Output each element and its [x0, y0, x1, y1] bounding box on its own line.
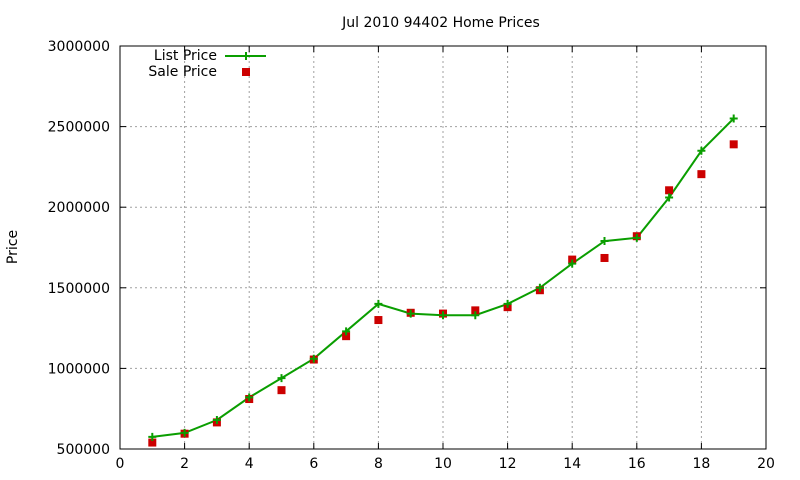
sale-price-point	[665, 186, 674, 195]
list-price-point	[148, 432, 157, 441]
chart-title: Jul 2010 94402 Home Prices	[341, 15, 540, 31]
sale-price-point	[697, 170, 706, 179]
list-price-point	[212, 415, 221, 424]
list-price-point	[503, 299, 512, 308]
x-tick-label: 20	[757, 456, 775, 472]
sale-price-point	[600, 253, 609, 262]
x-tick-label: 0	[116, 456, 125, 472]
sale-price-point	[729, 140, 738, 149]
x-tick-label: 16	[628, 456, 646, 472]
list-price-point	[374, 299, 383, 308]
sale-price-point	[471, 306, 480, 315]
list-price-point	[439, 311, 447, 320]
legend-label-list-price: List Price	[154, 48, 217, 64]
list-price-point	[471, 311, 480, 320]
list-price-point	[632, 233, 641, 242]
x-tick-label: 8	[374, 456, 383, 472]
x-tick-label: 2	[180, 456, 189, 472]
sale-price-point	[568, 255, 577, 264]
list-price-point	[697, 146, 706, 155]
list-price-point	[665, 193, 674, 202]
list-price-point	[535, 283, 544, 292]
y-tick-label: 1000000	[48, 361, 110, 377]
x-tick-label: 18	[692, 456, 710, 472]
list-price-point	[309, 354, 318, 363]
x-tick-label: 6	[309, 456, 318, 472]
x-tick-label: 12	[499, 456, 517, 472]
y-axis-label: Price	[5, 230, 21, 264]
y-tick-label: 2000000	[48, 200, 110, 216]
list-price-point	[729, 114, 738, 123]
legend: List Price Sale Price	[148, 48, 266, 80]
list-price-point	[600, 237, 609, 246]
grid-lines	[120, 46, 766, 449]
x-tick-label: 4	[245, 456, 254, 472]
y-tick-label: 1500000	[48, 281, 110, 297]
sale-price-point	[342, 332, 351, 341]
legend-marker-sale-price	[242, 68, 250, 76]
y-tick-label: 2500000	[48, 120, 110, 136]
y-tick-label: 3000000	[48, 39, 110, 55]
legend-marker-list-price	[242, 52, 250, 60]
sale-price-point	[374, 316, 383, 325]
axis-ticks: 0 2 4 6 8 10 12 14 16 18 20 500000 1000000 1500000 200…	[48, 39, 775, 472]
list-price-point	[277, 374, 286, 383]
list-price-point	[180, 428, 189, 437]
list-price-point	[245, 393, 254, 402]
list-price-point	[342, 327, 351, 336]
sale-price-point	[148, 438, 157, 447]
list-price-point	[568, 259, 577, 268]
legend-label-sale-price: Sale Price	[148, 64, 217, 80]
plot-series	[148, 114, 738, 447]
list-price-point	[406, 309, 415, 318]
x-tick-label: 10	[434, 456, 452, 472]
y-tick-label: 500000	[57, 442, 110, 458]
sale-price-point	[277, 386, 286, 395]
x-tick-label: 14	[563, 456, 581, 472]
